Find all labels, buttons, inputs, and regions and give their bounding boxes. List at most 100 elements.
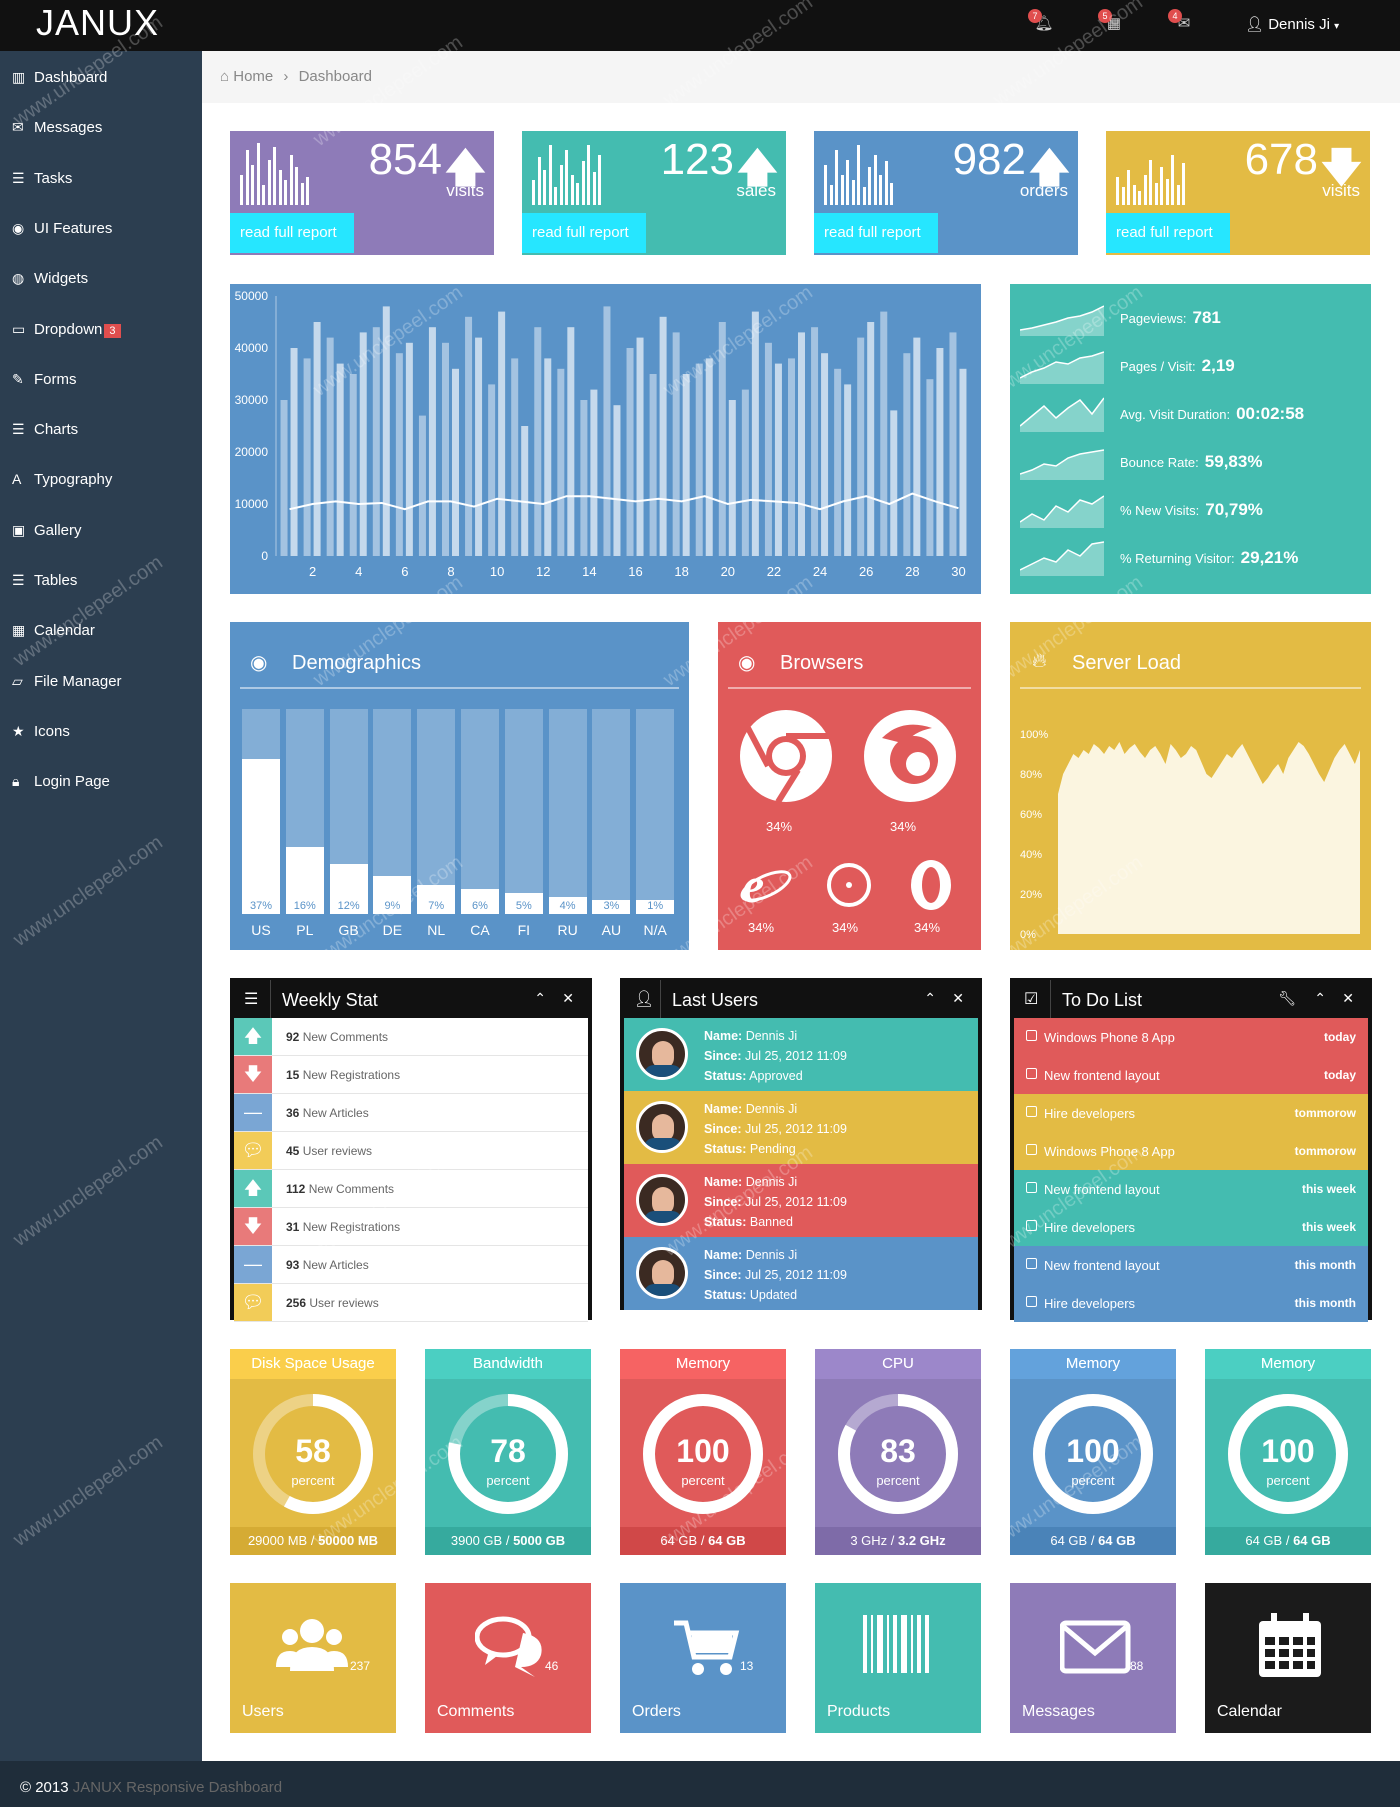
gauge-footer: 29000 MB / 50000 MB [230, 1527, 396, 1555]
sparkline [1020, 351, 1104, 384]
sidebar-item-tasks[interactable]: ☰ Tasks [12, 166, 72, 190]
breadcrumb-home[interactable]: Home [233, 68, 274, 85]
metric-row: Pages / Visit: 2,19 [1020, 342, 1360, 386]
bar [788, 358, 795, 556]
todo-item[interactable]: Hire developers tommorow [1014, 1094, 1368, 1132]
todo-item[interactable]: New frontend layout this month [1014, 1246, 1368, 1284]
gauge-unit: percent [876, 1473, 920, 1488]
user-since-value: Jul 25, 2012 11:09 [745, 1268, 847, 1282]
user-row[interactable]: Name: Dennis Ji Since: Jul 25, 2012 11:09… [624, 1091, 978, 1164]
opera-icon [911, 860, 951, 910]
todo-item[interactable]: New frontend layout today [1014, 1056, 1368, 1094]
arrow-up-icon: 🡅 [234, 1018, 272, 1055]
mini-bar [1149, 160, 1152, 205]
metric-label: Bounce Rate: [1120, 455, 1199, 470]
sidebar-item-charts[interactable]: ☰ Charts [12, 417, 78, 441]
divider [1020, 687, 1361, 689]
todo-checkbox[interactable] [1026, 1296, 1037, 1307]
tile-messages[interactable]: 88 Messages [1010, 1583, 1176, 1733]
stat-box-visits[interactable]: 678 🡇 visits read full report [1106, 131, 1370, 255]
sidebar-item-login-page[interactable]: 🔒︎ Login Page [12, 769, 110, 793]
user-row[interactable]: Name: Dennis Ji Since: Jul 25, 2012 11:09… [624, 1237, 978, 1310]
sidebar-item-dropdown[interactable]: ▭ Dropdown 3 [12, 317, 121, 341]
close-icon[interactable]: ✕ [562, 990, 574, 1006]
sidebar-item-gallery[interactable]: ▣ Gallery [12, 518, 82, 542]
read-full-report-link[interactable]: read full report [230, 213, 354, 253]
todo-due: tommorow [1294, 1106, 1356, 1120]
weekly-stat-row: — 36 New Articles [234, 1094, 588, 1132]
stat-value: 982 [952, 135, 1026, 184]
todo-checkbox[interactable] [1026, 1258, 1037, 1269]
user-icon: 👤︎ [1245, 16, 1265, 33]
gauge-total: 3.2 GHz [898, 1533, 946, 1548]
sidebar-item-typography[interactable]: A Typography [12, 467, 112, 491]
wrench-icon[interactable]: 🔧︎ [1278, 990, 1296, 1006]
user-icon: 👤︎ [634, 991, 655, 1008]
todo-checkbox[interactable] [1026, 1144, 1037, 1155]
read-full-report-link[interactable]: read full report [814, 213, 938, 253]
sidebar-item-tables[interactable]: ☰ Tables [12, 568, 77, 592]
messages-notifications-button[interactable]: ✉ 4 [1168, 9, 1198, 36]
sidebar-item-file-manager[interactable]: ▱ File Manager [12, 669, 122, 693]
sidebar-item-widgets[interactable]: ◍ Widgets [12, 266, 88, 290]
sidebar-item-calendar[interactable]: ▦ Calendar [12, 618, 95, 642]
sidebar-item-icons[interactable]: ★ Icons [12, 719, 70, 743]
demographics-bar-fill [417, 884, 456, 914]
app-logo[interactable]: JANUX [36, 2, 160, 43]
bar [741, 389, 749, 556]
tile-label: Messages [1022, 1703, 1095, 1720]
mini-bar [548, 145, 552, 205]
gauge-bandwidth: Bandwidth 78 percent 3900 GB / 5000 GB [425, 1349, 591, 1555]
notifications-button[interactable]: 🔔︎ 7 [1028, 9, 1058, 36]
weekly-stat-count: 45 [286, 1144, 300, 1158]
close-icon[interactable]: ✕ [952, 990, 964, 1006]
read-full-report-link[interactable]: read full report [1106, 213, 1230, 253]
tile-products[interactable]: Products [815, 1583, 981, 1733]
sparkline-area [1020, 398, 1104, 432]
todo-checkbox[interactable] [1026, 1068, 1037, 1079]
footer-link[interactable]: JANUX Responsive Dashboard [72, 1779, 283, 1796]
demographics-country: US [251, 922, 271, 938]
tile-calendar[interactable]: Calendar [1205, 1583, 1371, 1733]
gauge-unit: percent [1266, 1473, 1310, 1488]
todo-checkbox[interactable] [1026, 1220, 1037, 1231]
arrow-down-icon: 🡇 [234, 1208, 272, 1245]
bar [580, 400, 588, 556]
avatar-face [652, 1114, 674, 1142]
weekly-stat-row: 💬︎ 45 User reviews [234, 1132, 588, 1170]
stat-box-orders[interactable]: 982 🡅 orders read full report [814, 131, 1078, 255]
metric-label: Pageviews: [1120, 311, 1187, 326]
tile-orders[interactable]: 13 Orders [620, 1583, 786, 1733]
todo-item[interactable]: Windows Phone 8 App today [1014, 1018, 1368, 1056]
chevron-up-icon[interactable]: ⌃ [1314, 990, 1326, 1006]
todo-item[interactable]: Windows Phone 8 App tommorow [1014, 1132, 1368, 1170]
bar-chart-icon: ▥ [12, 69, 26, 85]
stat-box-sales[interactable]: 123 🡅 sales read full report [522, 131, 786, 255]
server-load-chart: 100% 80% 60% 40% 20% 0% [1020, 729, 1360, 941]
close-icon[interactable]: ✕ [1342, 990, 1354, 1006]
user-row[interactable]: Name: Dennis Ji Since: Jul 25, 2012 11:09… [624, 1164, 978, 1237]
sidebar-item-forms[interactable]: ✎ Forms [12, 367, 77, 391]
todo-checkbox[interactable] [1026, 1182, 1037, 1193]
sidebar-item-ui-features[interactable]: ◉ UI Features [12, 216, 112, 240]
calendar-notifications-button[interactable]: ▦ 5 [1098, 9, 1128, 36]
user-row[interactable]: Name: Dennis Ji Since: Jul 25, 2012 11:09… [624, 1018, 978, 1091]
todo-checkbox[interactable] [1026, 1030, 1037, 1041]
todo-checkbox[interactable] [1026, 1106, 1037, 1117]
tile-users[interactable]: 237 Users [230, 1583, 396, 1733]
stat-box-visits[interactable]: 854 🡅 visits read full report [230, 131, 494, 255]
mini-bar [1138, 191, 1141, 205]
metric-row: Bounce Rate: 59,83% [1020, 438, 1360, 482]
user-menu[interactable]: 👤︎ Dennis Ji ▾ [1245, 15, 1339, 33]
user-status-line: Status: Approved [704, 1066, 847, 1086]
sidebar-item-dashboard[interactable]: ▥ Dashboard [12, 65, 107, 89]
todo-due: this month [1294, 1258, 1356, 1272]
chevron-up-icon[interactable]: ⌃ [534, 990, 546, 1006]
todo-item[interactable]: New frontend layout this week [1014, 1170, 1368, 1208]
sidebar-item-messages[interactable]: ✉ Messages [12, 115, 102, 139]
todo-item[interactable]: Hire developers this week [1014, 1208, 1368, 1246]
read-full-report-link[interactable]: read full report [522, 213, 646, 253]
tile-comments[interactable]: 46 Comments [425, 1583, 591, 1733]
chevron-up-icon[interactable]: ⌃ [924, 990, 936, 1006]
todo-item[interactable]: Hire developers this month [1014, 1284, 1368, 1322]
